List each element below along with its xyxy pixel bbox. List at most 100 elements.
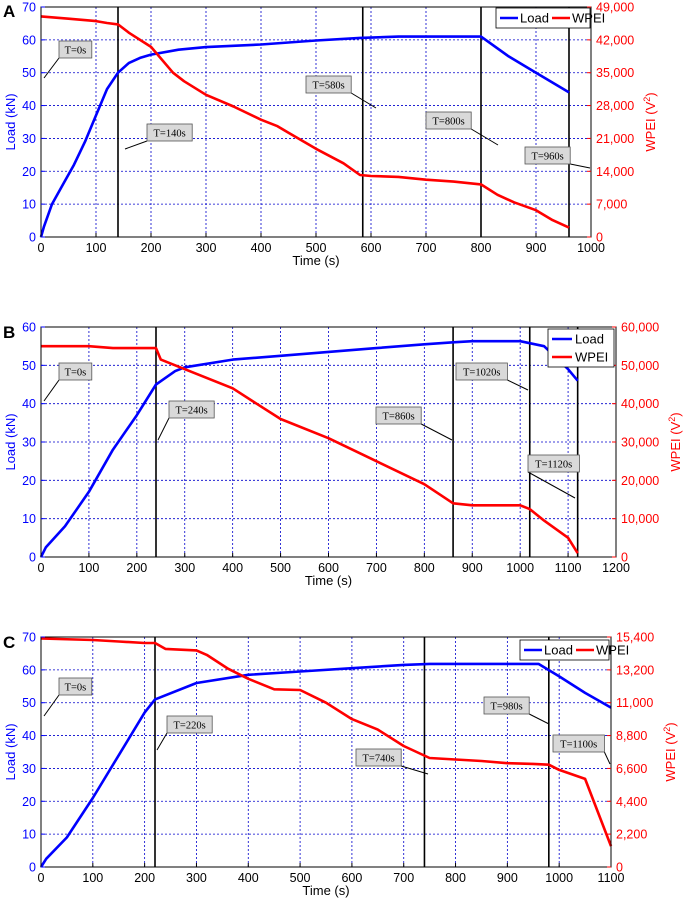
annotation-box [166, 715, 213, 734]
annotation-box [524, 146, 571, 165]
annotation-leader [603, 751, 611, 765]
annotation-label: T=1100s [560, 740, 597, 751]
annotation-label: T=960s [532, 152, 564, 163]
series-line-wpei [40, 15, 570, 229]
x-tick-label: 100 [82, 871, 103, 885]
x-tick-label: 0 [38, 871, 45, 885]
series-line-wpei [41, 344, 579, 554]
x-tick-label: 200 [126, 561, 147, 575]
annotation-box [305, 75, 352, 94]
y-right-tick-label: 49,000 [596, 1, 634, 15]
y-left-tick-label: 60 [22, 663, 36, 677]
y-left-tick-label: 30 [22, 132, 36, 146]
annotation-box [425, 111, 472, 130]
y-left-tick-label: 50 [22, 66, 36, 80]
y-left-axis-label: Load (kN) [3, 93, 18, 150]
y-right-tick-label: 15,400 [616, 631, 654, 645]
x-tick-label: 800 [471, 241, 492, 255]
y-left-tick-label: 10 [22, 512, 36, 526]
y-left-axis-label: Load (kN) [3, 723, 18, 780]
annotation-label: T=860s [383, 412, 415, 423]
x-tick-label: 1100 [598, 871, 625, 885]
plot-frame [40, 636, 612, 868]
panel-label: A [3, 2, 15, 21]
x-tick-label: 1000 [545, 871, 573, 885]
x-axis-label: Time (s) [305, 573, 352, 588]
y-right-axis-label-sup: 2 [667, 417, 677, 422]
x-axis-label: Time (s) [292, 253, 339, 268]
y-right-tick-label: 42,000 [596, 33, 634, 47]
annotation-box [483, 696, 530, 715]
legend-label-load: Load [520, 11, 549, 26]
y-left-tick-label: 20 [22, 474, 36, 488]
y-right-tick-label: 28,000 [596, 99, 634, 113]
annotation-leader [43, 379, 60, 402]
annotation-box [58, 677, 93, 696]
panel-label: C [3, 633, 15, 652]
y-left-tick-label: 20 [22, 795, 36, 809]
annotation-box [527, 454, 580, 473]
y-left-tick-label: 0 [29, 861, 36, 875]
y-left-tick-label: 70 [22, 631, 36, 645]
x-tick-label: 400 [238, 871, 259, 885]
legend-box [495, 7, 591, 29]
y-right-tick-label: 14,000 [596, 165, 634, 179]
annotation-label: T=580s [313, 81, 345, 92]
y-right-tick-label: 11,000 [616, 696, 653, 710]
y-right-axis-label-end: ) [668, 412, 683, 416]
chart-panel-c: 0 100 200 300 400 500 600 700 800 900 1000 11000102… [3, 631, 678, 899]
y-right-tick-label: 0 [616, 861, 623, 875]
y-left-tick-label: 0 [29, 551, 36, 565]
y-right-tick-label: 13,200 [616, 663, 654, 677]
x-tick-label: 400 [251, 241, 272, 255]
y-right-axis-label-sup: 2 [662, 727, 672, 732]
y-right-tick-label: 10,000 [621, 512, 659, 526]
x-tick-label: 900 [497, 871, 518, 885]
legend-box [519, 639, 610, 661]
annotation-label: T=220s [174, 721, 206, 732]
annotation-box [455, 362, 508, 381]
x-tick-label: 700 [366, 561, 387, 575]
y-right-axis-label: WPEI (V2) [662, 722, 678, 781]
y-left-tick-label: 20 [22, 165, 36, 179]
x-axis-label: Time (s) [302, 883, 349, 898]
chart-panel-b: 0 100 200 300 400 500 600 700 800 900 1000 1100 1200… [3, 321, 683, 589]
annotation-box [355, 748, 402, 767]
y-right-tick-label: 35,000 [596, 66, 634, 80]
y-left-tick-label: 60 [22, 33, 36, 47]
y-left-tick-label: 40 [22, 99, 36, 113]
series-line-wpei [40, 637, 613, 847]
annotation-label: T=980s [491, 702, 523, 713]
x-tick-label: 700 [393, 871, 414, 885]
series-line-load [39, 339, 579, 558]
y-right-tick-label: 0 [596, 231, 603, 245]
y-left-axis-label: Load (kN) [3, 413, 18, 470]
x-tick-label: 500 [290, 871, 311, 885]
y-right-axis-label: WPEI (V2) [667, 412, 683, 471]
x-tick-label: 0 [38, 561, 45, 575]
x-tick-label: 0 [38, 241, 45, 255]
y-right-tick-label: 50,000 [621, 359, 659, 373]
y-right-axis-label-end: ) [643, 92, 658, 96]
y-right-tick-label: 40,000 [621, 397, 659, 411]
y-right-axis-label-main: WPEI (V [663, 731, 678, 781]
y-right-axis-label-main: WPEI (V [668, 421, 683, 471]
x-tick-label: 400 [222, 561, 243, 575]
x-tick-label: 700 [416, 241, 437, 255]
annotation-box [168, 400, 215, 419]
annotation-label: T=800s [433, 117, 465, 128]
annotation-label: T=0s [65, 683, 87, 694]
y-right-tick-label: 21,000 [596, 132, 634, 146]
panel-label: B [3, 323, 15, 342]
x-tick-label: 500 [306, 241, 327, 255]
x-tick-label: 900 [526, 241, 547, 255]
y-right-tick-label: 4,400 [616, 795, 647, 809]
y-right-axis-label: WPEI (V2) [642, 92, 658, 151]
y-right-tick-label: 6,600 [616, 762, 647, 776]
x-tick-label: 200 [141, 241, 162, 255]
series-line-load [39, 35, 570, 238]
annotation-box [552, 734, 605, 753]
annotation-leader [470, 128, 499, 146]
x-tick-label: 600 [361, 241, 382, 255]
x-tick-label: 800 [414, 561, 435, 575]
